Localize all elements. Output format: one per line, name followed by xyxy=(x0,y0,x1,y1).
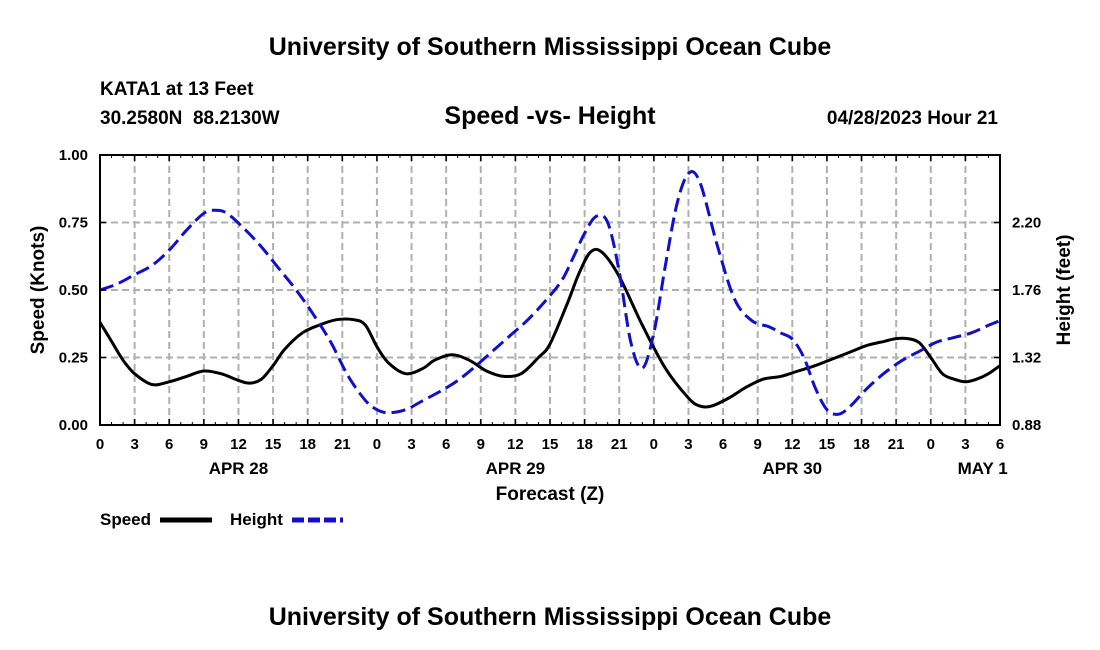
x-tick-label: 12 xyxy=(784,436,801,453)
x-tick-label: 18 xyxy=(576,436,593,453)
x-tick-label: 12 xyxy=(507,436,524,453)
station-label: KATA1 at 13 Feet xyxy=(100,79,254,100)
series-layer xyxy=(98,170,1001,416)
x-tick-label: 3 xyxy=(684,436,692,453)
x-tick-label: 0 xyxy=(650,436,658,453)
main-title: University of Southern Mississippi Ocean… xyxy=(269,33,832,61)
x-tick-label: 6 xyxy=(165,436,173,453)
x-tick-label: 21 xyxy=(334,436,351,453)
legend-speed-label: Speed xyxy=(100,510,151,529)
height-series-line xyxy=(99,170,1001,416)
y-tick-label: 0.25 xyxy=(59,350,88,367)
y-axis-title: Speed (Knots) xyxy=(28,226,49,355)
x-tick-label: 21 xyxy=(611,436,628,453)
x-tick-label: 6 xyxy=(719,436,727,453)
station-coords: 30.2580N 88.2130W xyxy=(100,108,280,129)
y2-tick-label: 1.76 xyxy=(1012,282,1041,299)
gridlines xyxy=(100,155,1000,425)
x-tick-label: 6 xyxy=(442,436,450,453)
y-tick-label: 1.00 xyxy=(59,147,88,164)
y-tick-label: 0.75 xyxy=(59,215,88,232)
forecast-datetime: 04/28/2023 Hour 21 xyxy=(827,108,999,129)
x-tick-label: 3 xyxy=(407,436,415,453)
x-tick-label: 0 xyxy=(96,436,104,453)
x-tick-label: 9 xyxy=(754,436,762,453)
speed-series-line xyxy=(98,247,1001,409)
x-tick-label: 9 xyxy=(477,436,485,453)
x-tick-label: 3 xyxy=(961,436,969,453)
y2-tick-label: 1.32 xyxy=(1012,350,1041,367)
x-tick-label: 18 xyxy=(853,436,870,453)
y2-tick-label: 2.20 xyxy=(1012,215,1041,232)
x-tick-label: 18 xyxy=(299,436,316,453)
x-tick-label: 15 xyxy=(265,436,282,453)
y2-axis-title: Height (feet) xyxy=(1054,235,1075,346)
x-date-label: MAY 1 xyxy=(958,459,1008,478)
ticks xyxy=(99,154,1001,426)
x-tick-label: 15 xyxy=(542,436,559,453)
x-date-label: APR 29 xyxy=(486,459,546,478)
legend-height-label: Height xyxy=(230,510,283,529)
x-tick-label: 6 xyxy=(996,436,1004,453)
y2-tick-label: 0.88 xyxy=(1012,417,1041,434)
x-date-label: APR 30 xyxy=(763,459,823,478)
x-axis-title: Forecast (Z) xyxy=(496,484,605,505)
x-tick-label: 0 xyxy=(373,436,381,453)
x-date-label: APR 28 xyxy=(209,459,269,478)
x-tick-label: 21 xyxy=(888,436,905,453)
footer-title: University of Southern Mississippi Ocean… xyxy=(269,603,832,631)
x-tick-label: 9 xyxy=(200,436,208,453)
x-tick-label: 0 xyxy=(927,436,935,453)
tick-labels: 0 3 6 9 12 15 18 21 0 3 6 9 12 15 18 21 0 3 6 9 12 15 18 21 0 3 6 A… xyxy=(59,147,1041,478)
y-tick-label: 0.00 xyxy=(59,417,88,434)
x-tick-label: 15 xyxy=(819,436,836,453)
y-tick-label: 0.50 xyxy=(59,282,88,299)
x-tick-label: 12 xyxy=(230,436,247,453)
chart-subtitle: Speed -vs- Height xyxy=(444,102,656,130)
x-tick-label: 3 xyxy=(130,436,138,453)
legend: Speed Height xyxy=(100,510,343,529)
